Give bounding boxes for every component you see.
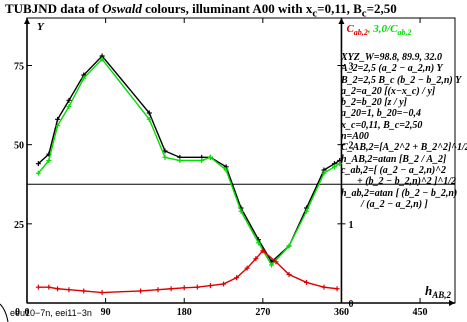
data-point bbox=[334, 286, 340, 292]
data-point bbox=[223, 167, 229, 173]
data-point bbox=[321, 284, 327, 290]
x-tick-label: 360 bbox=[334, 307, 349, 318]
data-point bbox=[138, 288, 144, 294]
data-point bbox=[146, 110, 152, 116]
x-tick-label: 270 bbox=[255, 307, 270, 318]
data-point bbox=[55, 286, 61, 292]
legend-line: + (b_2 − b_2,n)^2 ]^1/2 bbox=[357, 176, 456, 188]
data-point bbox=[146, 116, 152, 122]
y-tick-label-right: 3 bbox=[348, 62, 353, 73]
x-tick-label: 180 bbox=[177, 307, 192, 318]
data-point bbox=[46, 284, 52, 290]
y-arrow-right bbox=[338, 18, 345, 24]
data-point bbox=[66, 97, 72, 103]
data-point bbox=[253, 256, 259, 262]
x-arrow bbox=[449, 300, 455, 306]
chart-title: TUBJND data of Oswald colours, illuminan… bbox=[5, 1, 397, 20]
legend-line: A_2=2,5 (a_2 − a_2,n) Y bbox=[341, 63, 443, 75]
legend-line: B_2=2,5 B_c (b_2 − b_2,n) Y bbox=[341, 74, 462, 86]
data-point bbox=[234, 275, 240, 281]
y-tick-label-right: 2 bbox=[348, 141, 353, 152]
data-point bbox=[286, 243, 292, 249]
data-point bbox=[304, 208, 310, 214]
data-point bbox=[99, 290, 105, 296]
data-point bbox=[168, 286, 174, 292]
data-point bbox=[35, 284, 41, 290]
series-line bbox=[37, 58, 341, 267]
legend-line: c_ab,2=[ (a_2 − a_2,n)^2 bbox=[341, 164, 446, 176]
data-point bbox=[337, 161, 343, 167]
series-line bbox=[38, 249, 338, 294]
data-point bbox=[162, 154, 168, 160]
data-point bbox=[55, 116, 61, 122]
title-prefix: TUBJND data of bbox=[5, 1, 103, 16]
data-point bbox=[244, 265, 250, 271]
y-tick-label-right: 0 bbox=[348, 299, 353, 310]
y-tick-label-right: 1 bbox=[348, 220, 353, 231]
y-axis-label-right: Cab,2, 3,0/Cab,2 bbox=[346, 23, 411, 37]
footer-code: eeu10−7n, eei11−3n bbox=[10, 308, 92, 318]
legend-panel: XYZ_W=98.8, 89.9, 32.0 A_2=2,5 (a_2 − a_… bbox=[341, 52, 467, 210]
legend-line: x_c=0,11, B_c=2,50 bbox=[341, 119, 423, 131]
data-point bbox=[181, 285, 187, 291]
data-point bbox=[304, 279, 310, 285]
data-point bbox=[162, 148, 168, 154]
legend-line: / (a_2 − a_2,n) ] bbox=[361, 198, 428, 210]
data-point bbox=[238, 208, 244, 214]
data-point bbox=[286, 272, 292, 277]
title-italic: Oswald bbox=[102, 1, 142, 16]
legend-line: XYZ_W=98.8, 89.9, 32.0 bbox=[341, 52, 442, 63]
title-suffix: colours, illuminant A00 with bbox=[141, 1, 306, 16]
data-point bbox=[155, 287, 161, 293]
data-point bbox=[331, 164, 337, 170]
data-point bbox=[269, 262, 275, 268]
data-point bbox=[260, 248, 266, 254]
data-point bbox=[273, 259, 279, 265]
title-params: xc=0,11, Bc=2,50 bbox=[305, 1, 397, 20]
legend-line: a_2=a_20 [(x−x_c) / y] bbox=[341, 85, 436, 97]
data-point bbox=[46, 158, 52, 163]
legend-line: n=A00 bbox=[341, 131, 369, 143]
x-tick-label: 90 bbox=[101, 307, 111, 318]
data-point bbox=[255, 240, 261, 246]
series-line bbox=[37, 54, 341, 263]
y-tick-label-left-zero: 0 bbox=[15, 307, 20, 318]
y-arrow-left bbox=[24, 18, 30, 24]
y-tick-label-left: 50 bbox=[14, 141, 24, 152]
data-point bbox=[81, 75, 87, 81]
x-axis-label: hAB,2 bbox=[425, 283, 451, 300]
y-axis-label-left: Y bbox=[37, 21, 45, 33]
data-point bbox=[55, 123, 61, 129]
legend-line: C_AB,2=[A_2^2 + B_2^2]^1/2 bbox=[341, 142, 467, 154]
data-point bbox=[194, 284, 200, 290]
x-tick-label: 450 bbox=[413, 307, 428, 318]
data-point bbox=[35, 161, 41, 167]
legend-line: b_2=b_20 [z / y] bbox=[341, 97, 407, 109]
data-point bbox=[207, 283, 213, 289]
data-point bbox=[99, 56, 105, 62]
legend-line: h_AB,2=atan [B_2 / A_2] bbox=[341, 153, 447, 165]
data-point bbox=[35, 170, 41, 176]
data-point bbox=[66, 104, 72, 110]
data-point bbox=[221, 281, 227, 287]
legend-line: a_20=1, b_20=−0,4 bbox=[341, 108, 421, 120]
data-point bbox=[177, 158, 183, 163]
data-point bbox=[199, 158, 205, 163]
y-tick-label-left: 75 bbox=[14, 62, 24, 73]
data-point bbox=[81, 288, 87, 294]
data-point bbox=[207, 154, 213, 160]
data-point bbox=[66, 287, 72, 293]
x-tick-label: 0 bbox=[25, 307, 30, 318]
data-point bbox=[321, 170, 327, 176]
y-tick-label-left: 25 bbox=[14, 220, 24, 231]
legend-line: h_ab,2=atan [ (b_2 − b_2,n) bbox=[341, 187, 458, 199]
corner-mark bbox=[0, 303, 9, 322]
